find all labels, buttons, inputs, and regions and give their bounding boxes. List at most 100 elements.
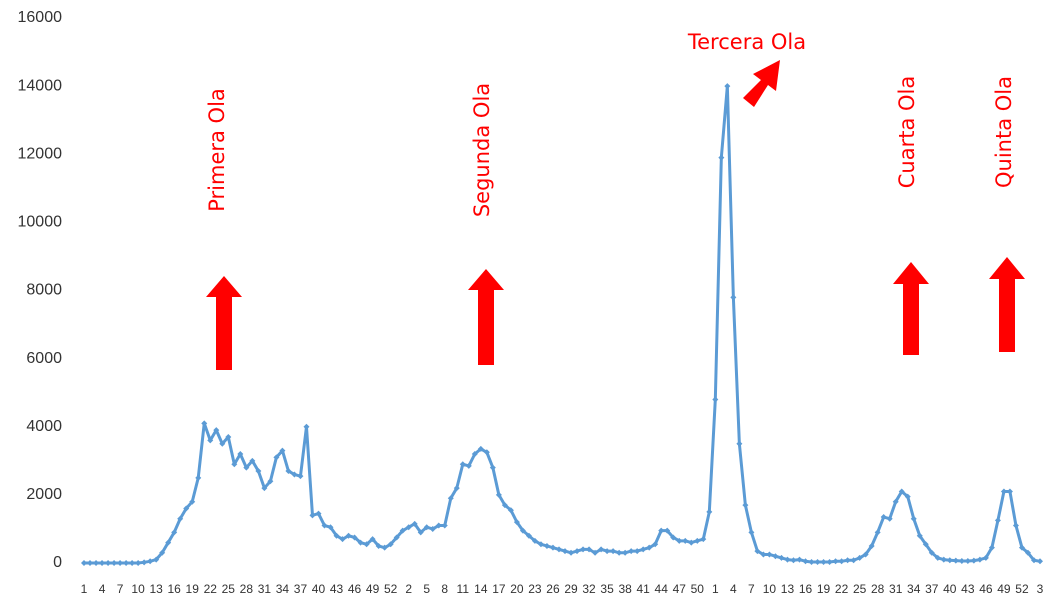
annotation: Primera Ola: [205, 88, 229, 212]
point: [459, 461, 466, 468]
x-tick-label: 29: [564, 582, 578, 596]
x-tick-label: 7: [748, 582, 755, 596]
point: [309, 512, 316, 519]
point: [555, 546, 562, 553]
point: [814, 558, 821, 565]
point: [604, 548, 611, 555]
arrow: [206, 276, 242, 370]
y-tick-label: 0: [53, 554, 62, 571]
point: [177, 515, 184, 522]
point: [994, 517, 1001, 524]
x-tick-label: 41: [636, 582, 650, 596]
point: [808, 558, 815, 565]
point: [586, 546, 593, 553]
y-tick-label: 12000: [18, 145, 63, 162]
point: [327, 524, 334, 531]
x-tick-label: 52: [1015, 582, 1029, 596]
x-tick-label: 49: [366, 582, 380, 596]
point: [213, 427, 220, 434]
point: [688, 539, 695, 546]
y-tick-label: 6000: [26, 350, 62, 367]
point: [718, 154, 725, 161]
point: [285, 468, 292, 475]
y-tick-label: 8000: [26, 282, 62, 299]
point: [610, 548, 617, 555]
x-tick-label: 37: [925, 582, 939, 596]
point: [183, 505, 190, 512]
x-tick-label: 47: [673, 582, 687, 596]
point: [964, 557, 971, 564]
point: [453, 485, 460, 492]
point: [249, 457, 256, 464]
point: [970, 557, 977, 564]
x-tick-label: 19: [186, 582, 200, 596]
point: [537, 541, 544, 548]
point: [207, 437, 214, 444]
point: [375, 542, 382, 549]
x-tick-label: 13: [781, 582, 795, 596]
point: [568, 549, 575, 556]
point: [117, 560, 124, 566]
point: [916, 532, 923, 539]
point: [652, 541, 659, 548]
point: [928, 549, 935, 556]
point: [363, 541, 370, 548]
point: [862, 551, 869, 558]
x-tick-label: 26: [546, 582, 560, 596]
x-tick-label: 46: [348, 582, 362, 596]
point: [411, 520, 418, 527]
point: [958, 557, 965, 564]
point: [736, 440, 743, 447]
point: [754, 548, 761, 555]
point: [952, 557, 959, 564]
arrow: [893, 262, 929, 355]
point: [706, 508, 713, 515]
point: [640, 546, 647, 553]
point: [730, 294, 737, 301]
point: [910, 515, 917, 522]
point: [351, 534, 358, 541]
x-tick-label: 2: [405, 582, 412, 596]
point: [231, 461, 238, 468]
x-tick-label: 49: [997, 582, 1011, 596]
point: [441, 522, 448, 529]
point: [465, 462, 472, 469]
point: [99, 560, 106, 566]
point: [562, 548, 569, 555]
x-tick-label: 28: [240, 582, 254, 596]
point: [664, 527, 671, 534]
point: [417, 529, 424, 536]
point: [892, 498, 899, 505]
x-tick-label: 34: [907, 582, 921, 596]
point: [237, 451, 244, 457]
point: [874, 529, 881, 536]
x-tick-label: 22: [204, 582, 218, 596]
point: [519, 527, 526, 534]
point: [760, 551, 767, 558]
x-tick-label: 20: [510, 582, 524, 596]
point: [387, 541, 394, 548]
point: [381, 544, 388, 551]
point: [225, 433, 232, 440]
x-tick-label: 13: [149, 582, 163, 596]
point: [628, 548, 635, 555]
point: [549, 544, 556, 551]
x-tick-label: 5: [423, 582, 430, 596]
point: [171, 529, 178, 536]
point: [742, 502, 749, 509]
annotation: Quinta Ola: [992, 76, 1016, 188]
point: [195, 474, 202, 481]
point: [189, 498, 196, 505]
point: [489, 464, 496, 471]
x-tick-label: 31: [889, 582, 903, 596]
point: [724, 83, 731, 90]
point: [369, 536, 376, 543]
point: [748, 529, 755, 536]
point: [1000, 488, 1007, 495]
point: [429, 525, 436, 532]
point: [507, 507, 514, 514]
point: [393, 534, 400, 541]
point: [435, 522, 442, 529]
